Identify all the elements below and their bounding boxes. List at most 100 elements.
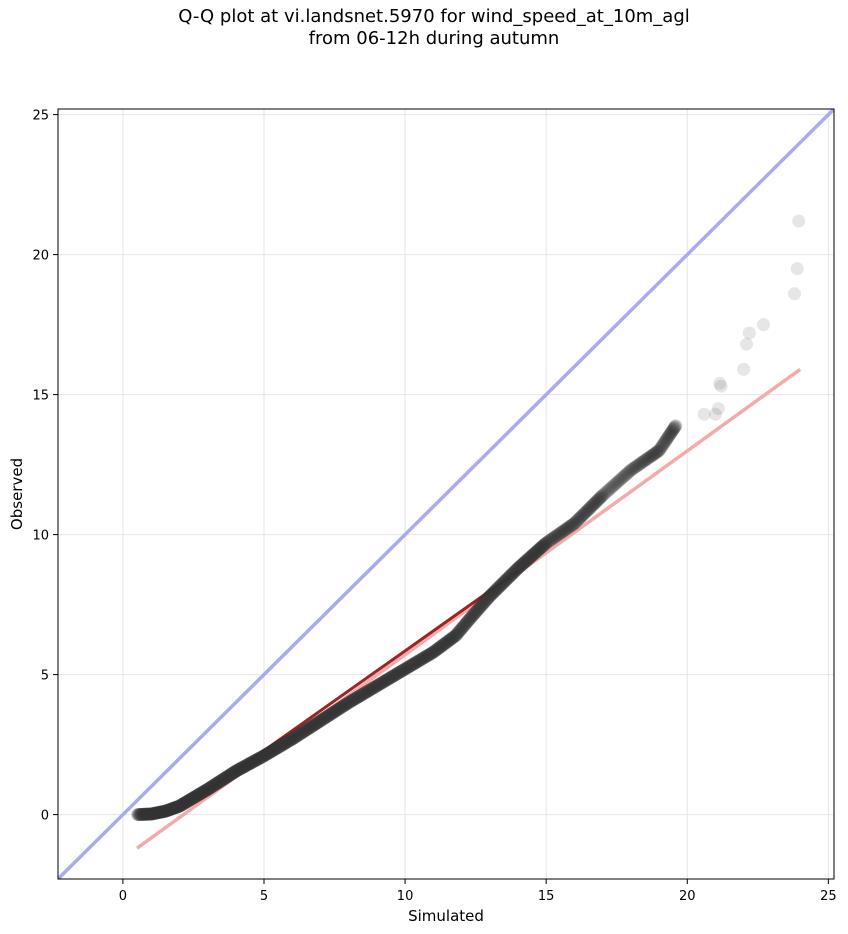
data-point [570,514,584,528]
data-point [585,499,599,513]
data-point [179,795,193,809]
data-point [466,608,480,622]
data-point [567,517,581,531]
data-point [273,739,287,753]
data-point [142,807,156,821]
data-point [202,781,216,795]
data-point [324,707,338,721]
data-point [662,428,676,442]
data-point [711,402,725,416]
data-point [167,801,181,815]
data-point [583,501,597,515]
data-point [632,457,646,471]
data-point [388,668,402,682]
data-point [517,556,531,570]
data-point [384,671,398,685]
data-point [623,464,637,478]
data-point [644,450,658,464]
data-point [581,502,595,516]
data-point [362,684,376,698]
data-point [353,689,367,703]
data-point [154,805,168,819]
data-point [183,793,197,807]
data-point [228,765,242,779]
data-point [654,440,668,454]
data-point [385,670,399,684]
data-point [348,692,362,706]
data-point [228,764,242,778]
data-point [266,744,280,758]
data-point [399,662,413,676]
data-point [575,509,589,523]
data-point [335,700,349,714]
data-point [492,580,506,594]
data-point [576,508,590,522]
data-point [668,419,682,433]
data-point [269,742,283,756]
data-point [158,804,172,818]
data-point [418,650,432,664]
data-point [593,491,607,505]
data-point [322,708,336,722]
data-point [455,622,469,636]
data-point [261,747,275,761]
data-point [423,647,437,661]
data-point [661,430,675,444]
data-point [431,642,445,656]
data-point [195,786,209,800]
data-point [290,729,304,743]
data-point [634,456,648,470]
data-point [604,481,618,495]
data-point [540,535,554,549]
data-point [640,452,654,466]
data-point [359,686,373,700]
data-point [197,784,211,798]
data-point [415,652,429,666]
data-point [428,644,442,658]
data-point [637,454,651,468]
data-point [171,800,185,814]
axes-frame [57,108,835,880]
data-point [314,713,328,727]
data-point [148,806,162,820]
data-point [276,738,290,752]
data-point [400,661,414,675]
data-point [137,807,151,821]
data-point [656,437,670,451]
data-point [165,802,179,816]
data-point [233,762,247,776]
data-point [267,743,281,757]
data-point [136,807,150,821]
data-point [550,528,564,542]
data-point [543,533,557,547]
y-tick-label: 0 [41,809,49,824]
data-point [474,600,488,614]
data-point [564,519,578,533]
data-point [622,465,636,479]
data-point [756,318,770,332]
data-point [189,789,203,803]
data-point [501,571,515,585]
grid [58,109,834,879]
data-point [519,554,533,568]
data-point [238,759,252,773]
data-point [304,720,318,734]
data-point [212,775,226,789]
data-point [599,485,613,499]
data-point [471,602,485,616]
data-point [391,666,405,680]
data-point [615,471,629,485]
data-point [154,805,168,819]
data-point [309,717,323,731]
data-point [176,797,190,811]
data-point [642,450,656,464]
data-point [577,507,591,521]
data-point [635,456,649,470]
data-point [312,715,326,729]
data-point [254,750,268,764]
data-point [404,658,418,672]
data-point [451,626,465,640]
data-point [188,790,202,804]
data-point [574,509,588,523]
data-point [152,805,166,819]
